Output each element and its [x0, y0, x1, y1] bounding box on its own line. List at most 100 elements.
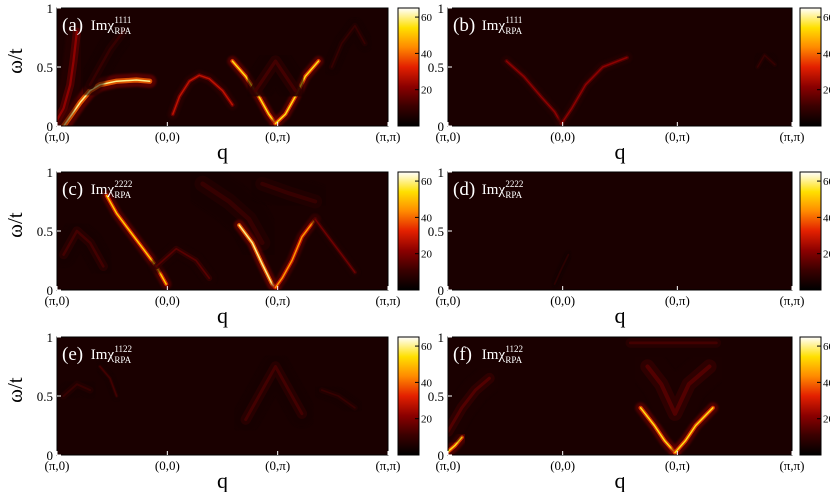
- heat-ridge-core: [172, 74, 234, 115]
- panel-quantity: Imχ: [482, 347, 506, 363]
- panel-superscript: 1111: [505, 15, 522, 25]
- panel-quantity: Imχ: [91, 18, 115, 34]
- panel-quantity: Imχ: [482, 18, 506, 34]
- colorbar: [799, 7, 822, 127]
- heat-ridge-core: [200, 181, 265, 246]
- y-tick-label: 0.5: [37, 60, 53, 75]
- y-tick-label: 0.5: [37, 389, 53, 404]
- x-tick-label: (0,0): [155, 458, 180, 473]
- heat-ridge-core: [448, 376, 491, 433]
- panel-label: (d): [453, 179, 475, 200]
- y-tick-label: 0: [47, 119, 54, 134]
- panel-quantity: Imχ: [91, 347, 115, 363]
- y-axis-label: ω/t: [3, 212, 27, 238]
- colorbar-tick-label: 40: [823, 212, 830, 224]
- y-tick-label: 0.5: [428, 389, 444, 404]
- panel-subscript: RPA: [114, 190, 131, 200]
- heat-ridge-core: [553, 253, 570, 285]
- heatmap-panel-c: 0 0.5 1 (π,0) (0,0) (0,π) (π,π) q ω/t (c) Imχ 2222R…: [3, 165, 433, 328]
- y-tick-label: 0: [438, 283, 445, 298]
- x-tick-label: (π,0): [45, 129, 70, 144]
- colorbar: [799, 171, 822, 291]
- colorbar-tick-label: 20: [823, 414, 830, 426]
- y-tick-label: 0.5: [37, 224, 53, 239]
- panel-label: (b): [453, 15, 475, 36]
- x-tick-label: (π,0): [436, 293, 461, 308]
- y-tick-label: 1: [47, 165, 54, 180]
- heatmap-background: [448, 337, 792, 455]
- panel-superscript: 1122: [505, 344, 523, 354]
- colorbar: [397, 171, 420, 291]
- colorbar-tick-label: 20: [823, 85, 830, 97]
- y-tick-label: 1: [438, 330, 445, 345]
- x-tick-label: (π,0): [45, 293, 70, 308]
- panel-subscript: RPA: [114, 355, 131, 365]
- x-tick-label: (π,π): [779, 293, 804, 308]
- panel-label: (f): [453, 344, 472, 365]
- heat-ridge-core: [62, 383, 92, 397]
- heat-ridge-core: [448, 436, 463, 453]
- colorbar: [397, 7, 420, 127]
- heatmap-data: [501, 49, 781, 126]
- panel-subscript: RPA: [505, 26, 522, 36]
- colorbar-tick-label: 20: [823, 249, 830, 261]
- panel-quantity: Imχ: [482, 182, 506, 198]
- heat-ridge-core: [639, 407, 676, 454]
- panels: 00.51(π,0) (0,0) (0,π) (π,π)qω/t(a) Imχ 1111R…: [3, 1, 830, 492]
- colorbar-tick-label: 40: [421, 377, 433, 389]
- x-tick-label: (0,π): [265, 458, 290, 473]
- y-tick-label: 1: [438, 1, 445, 16]
- heatmap-background: [448, 172, 792, 290]
- panel-label: (a): [62, 15, 83, 36]
- y-tick-label: 0: [47, 448, 54, 463]
- x-tick-label: (0,0): [155, 293, 180, 308]
- heat-ridge-core: [99, 365, 118, 397]
- x-axis-label: q: [615, 139, 626, 164]
- x-tick-label: (0,0): [550, 458, 575, 473]
- colorbar-tick-label: 20: [421, 85, 433, 97]
- heat-ridge-core: [505, 60, 563, 125]
- x-tick-label: (π,0): [45, 458, 70, 473]
- colorbar-tick-label: 20: [421, 414, 433, 426]
- heatmap-data: [57, 353, 363, 433]
- panel-label: (e): [62, 344, 83, 365]
- heatmap-panel-e: 0 0.5 1 (π,0) (0,0) (0,π) (π,π) q ω/t (e) Imχ 1122R…: [3, 330, 433, 492]
- y-axis-label: ω/t: [3, 48, 27, 74]
- heat-ridge-core: [244, 365, 304, 422]
- colorbar-tick-label: 40: [421, 212, 433, 224]
- x-axis-label: q: [217, 139, 228, 164]
- colorbar-tick-label: 60: [823, 12, 830, 24]
- x-axis-label: q: [217, 303, 228, 328]
- panel-quantity: Imχ: [91, 182, 115, 198]
- heat-ridge-core: [57, 30, 79, 122]
- x-tick-label: (0,π): [665, 293, 690, 308]
- y-axis-label: ω/t: [3, 377, 27, 403]
- heat-ridge-core: [320, 389, 356, 409]
- panel-superscript: 1111: [114, 15, 131, 25]
- colorbar-tick-label: 40: [823, 48, 830, 60]
- heatmap-data: [448, 337, 729, 455]
- x-tick-label: (0,π): [665, 458, 690, 473]
- panel-label: (c): [62, 179, 83, 200]
- panel-superscript: 2222: [505, 179, 523, 189]
- x-tick-label: (π,π): [779, 129, 804, 144]
- heat-ridge-core: [674, 407, 714, 454]
- x-tick-label: (π,0): [436, 129, 461, 144]
- y-tick-label: 0.5: [428, 60, 444, 75]
- x-tick-label: (π,0): [436, 458, 461, 473]
- colorbar-tick-label: 60: [823, 341, 830, 353]
- x-tick-label: (0,π): [265, 293, 290, 308]
- colorbar-tick-label: 60: [421, 341, 433, 353]
- x-tick-label: (0,π): [265, 129, 290, 144]
- heat-ridge-core: [756, 54, 776, 68]
- heat-ridge-core: [88, 30, 125, 86]
- x-tick-label: (π,π): [779, 458, 804, 473]
- heat-ridge-core: [330, 24, 366, 68]
- x-tick-label: (0,0): [155, 129, 180, 144]
- x-tick-label: (π,π): [375, 458, 400, 473]
- colorbar-tick-label: 60: [421, 12, 433, 24]
- panel-subscript: RPA: [114, 26, 131, 36]
- heatmap-data: [551, 251, 572, 288]
